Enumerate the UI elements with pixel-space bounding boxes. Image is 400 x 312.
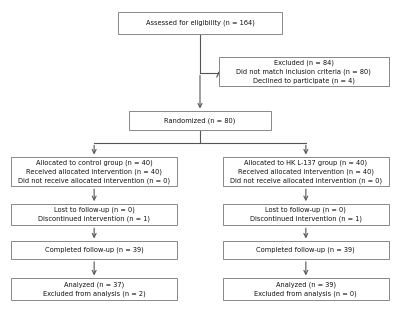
Text: Randomized (n = 80): Randomized (n = 80) xyxy=(164,118,236,124)
FancyBboxPatch shape xyxy=(11,278,178,300)
Text: Lost to follow-up (n = 0)
Discontinued intervention (n = 1): Lost to follow-up (n = 0) Discontinued i… xyxy=(38,207,150,222)
FancyBboxPatch shape xyxy=(222,204,389,225)
FancyBboxPatch shape xyxy=(11,241,178,259)
FancyBboxPatch shape xyxy=(11,157,178,187)
Text: Allocated to control group (n = 40)
Received allocated intervention (n = 40)
Did: Allocated to control group (n = 40) Rece… xyxy=(18,160,170,184)
Text: Assessed for eligibility (n = 164): Assessed for eligibility (n = 164) xyxy=(146,20,254,26)
Text: Excluded (n = 84)
Did not match inclusion criteria (n = 80)
Declined to particip: Excluded (n = 84) Did not match inclusio… xyxy=(236,60,371,84)
FancyBboxPatch shape xyxy=(118,12,282,34)
FancyBboxPatch shape xyxy=(222,241,389,259)
Text: Allocated to HK L-137 group (n = 40)
Received allocated intervention (n = 40)
Di: Allocated to HK L-137 group (n = 40) Rec… xyxy=(230,160,382,184)
FancyBboxPatch shape xyxy=(11,204,178,225)
FancyBboxPatch shape xyxy=(222,278,389,300)
Text: Lost to follow-up (n = 0)
Discontinued intervention (n = 1): Lost to follow-up (n = 0) Discontinued i… xyxy=(250,207,362,222)
Text: Completed follow-up (n = 39): Completed follow-up (n = 39) xyxy=(45,247,144,253)
Text: Analyzed (n = 39)
Excluded from analysis (n = 0): Analyzed (n = 39) Excluded from analysis… xyxy=(254,281,357,297)
Text: Completed follow-up (n = 39): Completed follow-up (n = 39) xyxy=(256,247,355,253)
FancyBboxPatch shape xyxy=(130,111,270,130)
FancyBboxPatch shape xyxy=(219,57,389,86)
FancyBboxPatch shape xyxy=(222,157,389,187)
Text: Analyzed (n = 37)
Excluded from analysis (n = 2): Analyzed (n = 37) Excluded from analysis… xyxy=(43,281,146,297)
